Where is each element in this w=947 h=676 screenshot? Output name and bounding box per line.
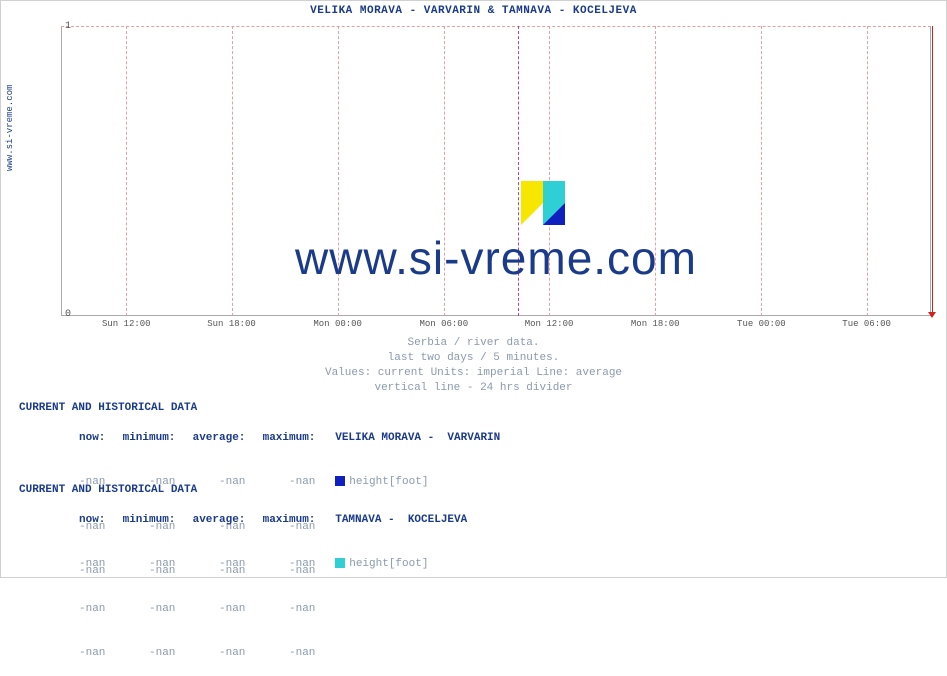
- xtick: Mon 12:00: [525, 319, 574, 329]
- axis-x: [61, 315, 931, 316]
- logo-white-triangle: [521, 203, 543, 225]
- xtick: Tue 06:00: [842, 319, 891, 329]
- xtick: Mon 18:00: [631, 319, 680, 329]
- cell: -nan: [175, 646, 245, 661]
- xtick-row: Sun 12:00 Sun 18:00 Mon 00:00 Mon 06:00 Mon …: [61, 319, 931, 333]
- legend-label: height[foot]: [349, 558, 428, 570]
- site-label-rotated: www.si-vreme.com: [5, 85, 15, 171]
- data-block-columns: now:minimum:average:maximum: VELIKA MORA…: [19, 416, 500, 461]
- data-block-columns: now:minimum:average:maximum: TAMNAVA - K…: [19, 498, 467, 543]
- xtick: Mon 00:00: [313, 319, 362, 329]
- cell: -nan: [45, 602, 105, 617]
- watermark-text: www.si-vreme.com: [61, 231, 931, 285]
- table-row: -nan-nan-nan-nan: [19, 587, 467, 632]
- cell: -nan: [105, 557, 175, 572]
- data-block-header: CURRENT AND HISTORICAL DATA: [19, 401, 500, 416]
- chart-caption: Serbia / river data. last two days / 5 m…: [1, 336, 946, 395]
- cell: -nan: [245, 602, 315, 617]
- col-avg: average:: [175, 431, 245, 446]
- caption-line: Serbia / river data.: [1, 336, 946, 351]
- col-max: maximum:: [245, 431, 315, 446]
- xtick: Tue 00:00: [737, 319, 786, 329]
- chart-title: VELIKA MORAVA - VARVARIN & TAMNAVA - KOC…: [1, 5, 946, 17]
- col-min: minimum:: [105, 513, 175, 528]
- logo-blue-triangle: [543, 203, 565, 225]
- ytick-1: 1: [65, 21, 71, 32]
- end-marker-arrow: [932, 26, 933, 316]
- cell: -nan: [175, 557, 245, 572]
- xtick: Sun 12:00: [102, 319, 151, 329]
- xtick: Mon 06:00: [419, 319, 468, 329]
- caption-line: Values: current Units: imperial Line: av…: [1, 366, 946, 381]
- col-max: maximum:: [245, 513, 315, 528]
- table-row: -nan-nan-nan-nan: [19, 631, 467, 676]
- chart-plot-area: www.si-vreme.com: [61, 26, 931, 316]
- cell: -nan: [105, 646, 175, 661]
- data-block-header: CURRENT AND HISTORICAL DATA: [19, 483, 467, 498]
- caption-line: last two days / 5 minutes.: [1, 351, 946, 366]
- station-name: VELIKA MORAVA - VARVARIN: [335, 432, 500, 444]
- legend-swatch: [335, 558, 345, 568]
- col-now: now:: [45, 513, 105, 528]
- cell: -nan: [105, 602, 175, 617]
- station-name: TAMNAVA - KOCELJEVA: [335, 514, 467, 526]
- data-block-2: CURRENT AND HISTORICAL DATA now:minimum:…: [19, 483, 467, 676]
- watermark-logo: [521, 181, 565, 225]
- table-row: -nan-nan-nan-nan height[foot]: [19, 542, 467, 587]
- col-avg: average:: [175, 513, 245, 528]
- col-min: minimum:: [105, 431, 175, 446]
- xtick: Sun 18:00: [207, 319, 256, 329]
- col-now: now:: [45, 431, 105, 446]
- cell: -nan: [245, 646, 315, 661]
- cell: -nan: [45, 646, 105, 661]
- cell: -nan: [245, 557, 315, 572]
- cell: -nan: [175, 602, 245, 617]
- cell: -nan: [45, 557, 105, 572]
- caption-line: vertical line - 24 hrs divider: [1, 381, 946, 396]
